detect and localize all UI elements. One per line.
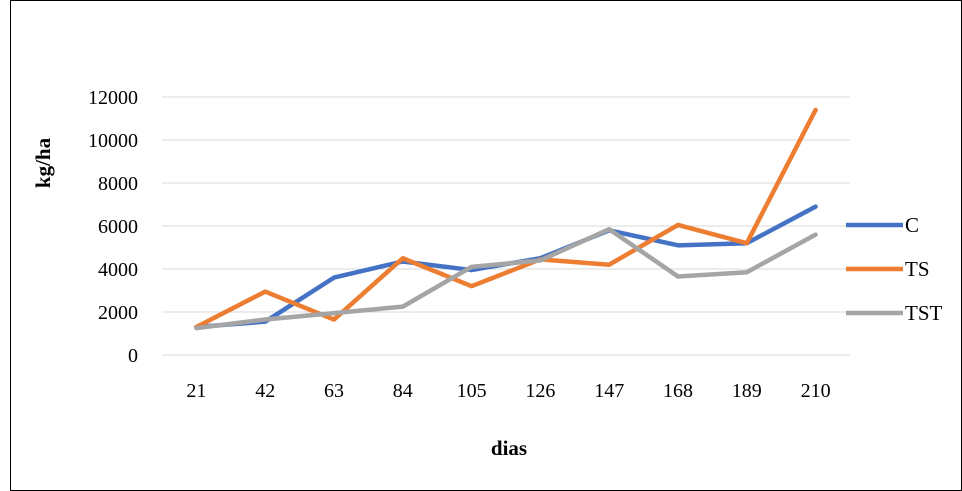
x-tick-label: 42 (255, 380, 275, 402)
x-tick-label: 63 (324, 380, 344, 402)
x-axis-title: dias (491, 436, 527, 460)
x-tick-label: 105 (457, 380, 487, 402)
y-tick-label: 4000 (98, 259, 138, 281)
x-tick-label: 147 (594, 380, 624, 402)
legend-label-tst: TST (905, 301, 943, 325)
legend-label-c: C (905, 213, 919, 237)
x-tick-label: 84 (393, 380, 413, 402)
y-axis-title: kg/ha (31, 137, 55, 188)
x-tick-label: 21 (186, 380, 206, 402)
y-tick-label: 6000 (98, 216, 138, 238)
y-tick-label: 8000 (98, 173, 138, 195)
series-lines (194, 107, 818, 331)
series-line-ts (194, 107, 818, 330)
y-tick-label: 0 (128, 345, 138, 367)
x-tick-label: 126 (525, 380, 555, 402)
x-tick-label: 210 (801, 380, 831, 402)
y-axis-ticks: 0 2000 4000 6000 8000 10000 12000 (88, 87, 138, 367)
legend-label-ts: TS (905, 257, 930, 281)
x-axis-ticks: 21 42 63 84 105 126 147 168 189 210 (186, 380, 830, 402)
y-tick-label: 2000 (98, 302, 138, 324)
chart-frame (10, 0, 962, 491)
y-tick-label: 10000 (88, 130, 138, 152)
legend: C TS TST (846, 213, 943, 325)
x-tick-label: 189 (732, 380, 762, 402)
y-tick-label: 12000 (88, 87, 138, 109)
series-line-tst (194, 226, 818, 331)
x-tick-label: 168 (663, 380, 693, 402)
